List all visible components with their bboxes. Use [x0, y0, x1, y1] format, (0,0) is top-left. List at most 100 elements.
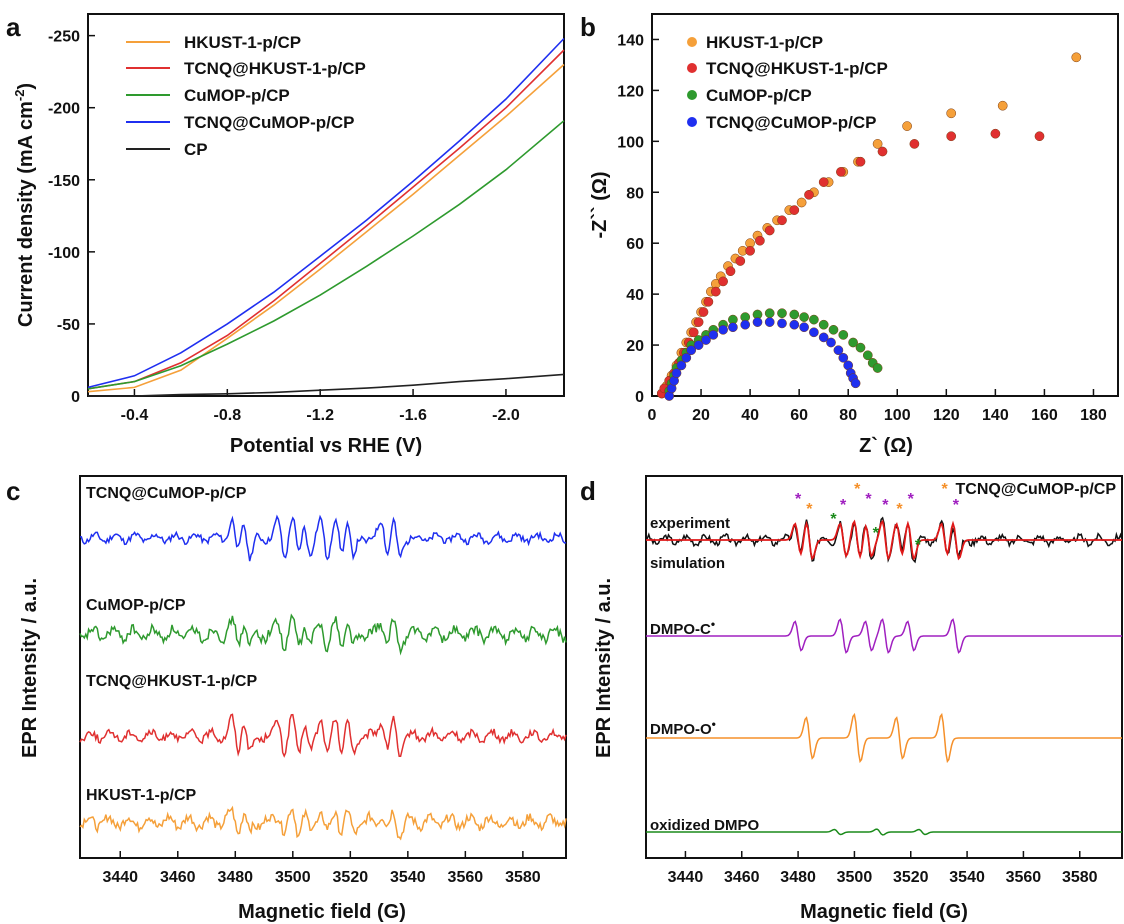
panel-c-frame: [79, 475, 567, 859]
data-point: [850, 378, 861, 389]
panel-a-legend: HKUST-1-p/CP TCNQ@HKUST-1-p/CP CuMOP-p/C…: [126, 33, 366, 159]
x-tick-label: 3580: [505, 869, 541, 886]
data-point: [833, 345, 844, 356]
data-point: [764, 308, 775, 319]
trace-label-tcnq-cumop: TCNQ@CuMOP-p/CP: [86, 485, 247, 502]
x-tick-label: 3440: [102, 869, 138, 886]
y-tick-label: -250: [48, 29, 80, 46]
panel-c-letter: c: [6, 476, 20, 506]
data-point: [848, 337, 858, 348]
panel-c: c 3440 3460 3480 3500 3520 3540 3560 3580 TCNQ@…: [6, 475, 567, 923]
x-tick-label: -0.8: [214, 407, 242, 424]
y-tick-label: -50: [57, 317, 80, 334]
epr-trace: [79, 713, 567, 758]
label-dmpo-c: DMPO-C•: [650, 617, 715, 638]
peak-marker-dmpo-c: *: [840, 497, 847, 514]
x-tick-label: 140: [982, 407, 1009, 424]
x-tick-label: 3440: [668, 869, 704, 886]
data-point: [728, 322, 738, 333]
data-point: [828, 324, 839, 335]
panel-b-points: [656, 52, 1082, 401]
data-point: [804, 189, 814, 200]
x-tick-label: 100: [884, 407, 911, 424]
y-tick-label: 140: [617, 32, 644, 49]
panel-a-xlabel: Potential vs RHE (V): [230, 435, 422, 457]
panel-d-letter: d: [580, 476, 596, 506]
peak-marker-dmpo-o: *: [854, 481, 861, 498]
data-point: [809, 314, 819, 325]
data-point: [718, 276, 728, 287]
x-tick-label: -0.4: [121, 407, 149, 424]
data-point: [693, 340, 704, 350]
x-tick-label: 20: [692, 407, 710, 424]
peak-marker-oxidized: *: [873, 525, 880, 542]
data-point: [946, 108, 957, 119]
panel-a-frame: [87, 13, 565, 397]
data-point: [755, 235, 765, 246]
data-point: [725, 266, 736, 277]
data-point: [693, 317, 704, 327]
x-tick-label: 3520: [333, 869, 369, 886]
data-point: [671, 368, 682, 378]
data-point: [789, 319, 800, 330]
data-point: [686, 345, 697, 356]
epr-trace: [79, 805, 567, 841]
peak-marker-oxidized: *: [830, 511, 837, 528]
data-point: [718, 324, 728, 335]
x-tick-label: 60: [790, 407, 808, 424]
data-point: [710, 286, 721, 297]
x-tick-label: 3460: [724, 869, 760, 886]
data-point: [872, 363, 883, 373]
data-point: [990, 128, 1001, 139]
panel-b-ticks: 0 20 40 60 80 100 120 140 160 180 0 20 40 60 80 100 120 1…: [617, 32, 1107, 424]
data-point: [836, 167, 846, 177]
y-tick-label: -150: [48, 173, 80, 190]
series-line: [87, 37, 565, 389]
data-point: [818, 177, 829, 187]
peak-marker-dmpo-c: *: [953, 497, 960, 514]
data-point: [796, 197, 807, 208]
data-point: [764, 225, 775, 236]
label-dmpo-c-sup: •: [711, 617, 715, 631]
x-tick-label: 3480: [217, 869, 253, 886]
data-point: [838, 330, 849, 340]
peak-marker-dmpo-o: *: [806, 501, 813, 518]
y-tick-label: 20: [626, 338, 644, 355]
data-point: [688, 327, 699, 338]
x-tick-label: 3520: [893, 869, 929, 886]
peak-marker-dmpo-c: *: [865, 491, 872, 508]
legend-label-tcnq-hkust: TCNQ@HKUST-1-p/CP: [184, 59, 366, 78]
trace-label-tcnq-hkust: TCNQ@HKUST-1-p/CP: [86, 673, 257, 690]
label-dmpo-o-sup: •: [712, 717, 716, 731]
x-tick-label: 40: [741, 407, 759, 424]
data-point: [752, 317, 763, 327]
ylabel-main: Current density (mA cm: [15, 101, 37, 327]
series-line: [87, 63, 565, 393]
data-point: [818, 319, 829, 330]
data-point: [997, 100, 1008, 111]
label-simulation: simulation: [650, 555, 725, 572]
label-experiment: experiment: [650, 515, 730, 532]
legend-label-tcnq-cumop: TCNQ@CuMOP-p/CP: [184, 113, 355, 132]
data-point: [676, 360, 687, 371]
data-point: [701, 335, 711, 345]
panel-b: b 0 20 40 60 80 100 120 140 160 180 0 20 40 60 80 100 12…: [580, 12, 1119, 457]
x-tick-label: -1.2: [306, 407, 334, 424]
data-point: [740, 319, 751, 330]
data-point: [703, 296, 714, 307]
panel-a-ylabel: Current density (mA cm-2): [12, 83, 37, 327]
label-oxidized-dmpo: oxidized DMPO: [650, 817, 760, 834]
legend-label-hkust: HKUST-1-p/CP: [706, 33, 823, 52]
data-point: [1034, 131, 1045, 142]
trace-label-hkust: HKUST-1-p/CP: [86, 787, 197, 804]
panel-b-frame: [651, 13, 1119, 397]
x-tick-label: 3560: [1006, 869, 1042, 886]
panel-d-title: TCNQ@CuMOP-p/CP: [956, 481, 1117, 498]
panel-c-ticks: 3440 3460 3480 3500 3520 3540 3560 3580: [102, 851, 541, 886]
peak-marker-dmpo-c: *: [908, 491, 915, 508]
data-point: [855, 156, 866, 167]
data-point: [799, 312, 809, 322]
panel-b-legend: HKUST-1-p/CP TCNQ@HKUST-1-p/CP CuMOP-p/C…: [687, 33, 888, 132]
data-point: [902, 121, 912, 131]
panel-b-xlabel: Z` (Ω): [859, 435, 913, 457]
